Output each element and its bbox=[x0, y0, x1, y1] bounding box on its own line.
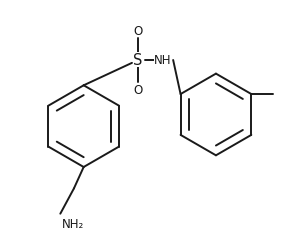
Text: NH: NH bbox=[154, 54, 171, 67]
Text: O: O bbox=[134, 83, 143, 96]
Text: NH₂: NH₂ bbox=[62, 217, 85, 230]
Text: S: S bbox=[134, 53, 143, 68]
Text: O: O bbox=[134, 25, 143, 38]
